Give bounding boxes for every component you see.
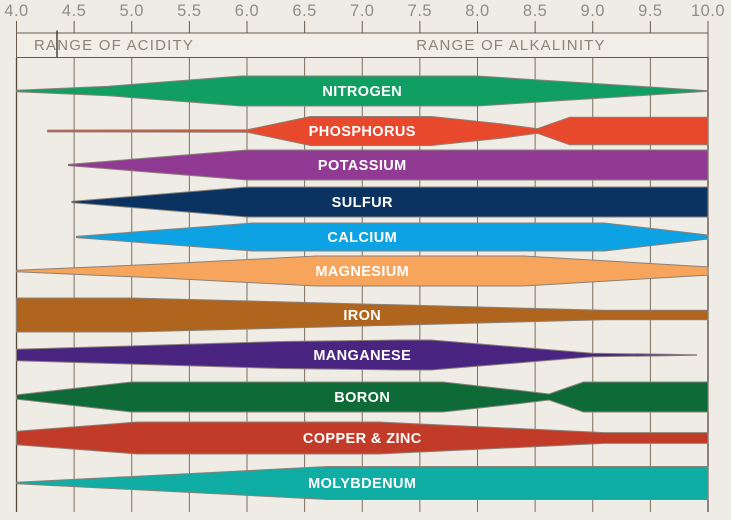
axis-tick-label: 4.0: [4, 2, 28, 20]
ribbon-calcium: [75, 222, 709, 252]
axis-tick-label: 7.5: [408, 2, 432, 20]
axis-tick-label: 4.5: [62, 2, 86, 20]
axis-tick-label: 6.0: [235, 2, 259, 20]
ribbon-label-calcium: CALCIUM: [327, 230, 397, 246]
axis-tick-label: 9.5: [638, 2, 662, 20]
ribbon-magnesium: [16, 255, 709, 287]
ribbon-phosphorus: [47, 116, 709, 146]
axis-tick-label: 5.0: [120, 2, 144, 20]
ribbon-label-sulfur: SULFUR: [332, 195, 393, 211]
axis-tick-label: 9.0: [581, 2, 605, 20]
ribbon-label-copper-zinc: COPPER & ZINC: [303, 431, 422, 447]
ribbon-label-boron: BORON: [334, 390, 390, 406]
ribbon-label-manganese: MANGANESE: [313, 348, 411, 364]
ribbon-boron: [16, 381, 709, 413]
ribbon-label-magnesium: MAGNESIUM: [315, 264, 409, 280]
range-of-alkalinity-label: RANGE OF ALKALINITY: [416, 37, 606, 54]
axis-tick-label: 6.5: [292, 2, 316, 20]
range-of-acidity-label: RANGE OF ACIDITY: [34, 37, 194, 54]
axis-tick-label: 5.5: [177, 2, 201, 20]
ribbon-label-iron: IRON: [343, 308, 381, 324]
axis-tick-label: 10.0: [691, 2, 725, 20]
ribbon-label-molybdenum: MOLYBDENUM: [308, 476, 416, 492]
axis-tick-label: 8.5: [523, 2, 547, 20]
range-header-band: [16, 32, 709, 58]
ribbon-potassium: [67, 149, 709, 181]
ribbon-label-potassium: POTASSIUM: [318, 158, 407, 174]
ribbon-sulfur: [71, 186, 709, 218]
axis-tick-label: 8.0: [465, 2, 489, 20]
ribbon-label-phosphorus: PHOSPHORUS: [309, 124, 416, 140]
ribbon-iron: [16, 297, 709, 333]
ribbon-copper-zinc: [16, 421, 709, 455]
ribbon-manganese: [16, 339, 697, 371]
ribbon-molybdenum: [16, 466, 709, 500]
axis-tick-label: 7.0: [350, 2, 374, 20]
ribbon-nitrogen: [16, 75, 709, 107]
ribbon-label-nitrogen: NITROGEN: [322, 84, 402, 100]
